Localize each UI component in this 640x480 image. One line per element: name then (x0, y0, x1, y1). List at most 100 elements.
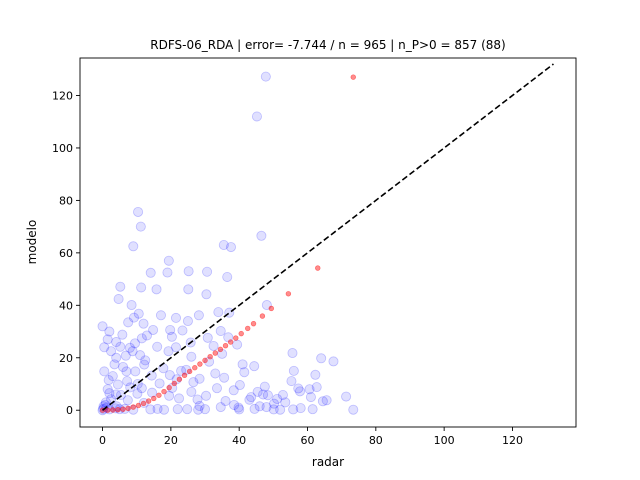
fitted-point-28 (130, 404, 136, 410)
observed-point-136 (154, 378, 165, 389)
observed-point-157 (104, 388, 115, 399)
observed-point-76 (305, 392, 316, 403)
observed-point-103 (252, 386, 263, 397)
fitted-point-13 (207, 354, 213, 360)
fitted-point-19 (176, 376, 183, 382)
observed-point-119 (130, 366, 141, 377)
observed-point-0 (260, 71, 271, 82)
observed-point-74 (294, 386, 305, 397)
fitted-point-26 (140, 400, 147, 407)
observed-point-54 (208, 340, 219, 351)
observed-point-5 (256, 230, 267, 241)
observed-point-101 (286, 376, 297, 387)
fitted-point-23 (156, 392, 162, 398)
observed-point-87 (234, 404, 245, 415)
observed-point-29 (182, 316, 193, 327)
observed-point-163 (210, 368, 221, 379)
observed-point-12 (162, 267, 173, 278)
observed-point-1 (251, 111, 262, 122)
x-tick-label-100: 100 (434, 434, 455, 447)
fitted-point-33 (104, 407, 111, 413)
observed-point-160 (122, 376, 133, 387)
fitted-point-16 (192, 365, 198, 371)
observed-point-2 (133, 206, 144, 217)
observed-point-35 (165, 324, 176, 335)
observed-point-26 (155, 310, 166, 321)
observed-point-75 (304, 384, 315, 395)
observed-point-38 (117, 329, 128, 340)
observed-point-24 (126, 300, 137, 311)
observed-point-89 (193, 404, 204, 415)
observed-point-138 (204, 356, 215, 367)
observed-point-151 (102, 384, 113, 395)
observed-point-140 (110, 389, 121, 400)
x-tick-label-0: 0 (99, 434, 106, 447)
fitted-point-25 (145, 398, 152, 404)
observed-point-45 (111, 337, 122, 348)
y-axis-ticks: 0 20 40 60 80 100 120 (52, 90, 80, 417)
observed-point-126 (194, 401, 205, 412)
fitted-point-9 (227, 339, 234, 345)
observed-point-95 (172, 404, 183, 415)
fitted-point-7 (238, 330, 244, 337)
observed-point-23 (133, 308, 144, 319)
observed-point-100 (310, 369, 321, 380)
observed-point-32 (97, 321, 108, 332)
observed-point-81 (220, 396, 231, 407)
observed-point-83 (275, 404, 286, 415)
fitted-point-0 (350, 74, 356, 80)
observed-point-166 (280, 397, 291, 408)
observed-point-96 (261, 402, 272, 413)
observed-point-67 (288, 365, 299, 376)
observed-point-161 (136, 383, 147, 394)
observed-point-69 (99, 366, 110, 377)
fitted-point-29 (125, 405, 131, 412)
observed-point-145 (125, 382, 136, 393)
observed-point-122 (228, 385, 239, 396)
x-tick-label-60: 60 (301, 434, 315, 447)
fitted-point-3 (268, 305, 274, 312)
observed-point-98 (269, 398, 280, 409)
observed-point-40 (166, 331, 177, 342)
observed-point-120 (164, 370, 175, 381)
observed-point-30 (138, 318, 149, 329)
observed-point-25 (128, 312, 139, 323)
observed-point-11 (145, 267, 156, 278)
observed-point-114 (181, 364, 192, 375)
observed-point-133 (268, 404, 279, 415)
observed-point-50 (115, 341, 126, 352)
y-tick-label-40: 40 (59, 299, 73, 312)
observed-point-20 (222, 271, 233, 282)
observed-point-154 (109, 359, 120, 370)
fitted-point-1 (315, 265, 321, 271)
plot-area-frame (79, 57, 577, 428)
fitted-point-20 (171, 380, 177, 387)
observed-point-162 (186, 386, 197, 397)
observed-point-36 (177, 325, 188, 336)
observed-point-121 (139, 359, 150, 370)
observed-point-14 (136, 282, 147, 293)
observed-point-15 (151, 284, 162, 295)
observed-point-64 (140, 355, 151, 366)
observed-point-70 (121, 366, 132, 377)
y-tick-label-100: 100 (52, 142, 73, 155)
observed-point-61 (135, 350, 146, 361)
observed-point-110 (201, 390, 212, 401)
fitted-point-2 (285, 291, 292, 297)
observed-point-52 (152, 341, 163, 352)
observed-point-41 (102, 334, 113, 345)
observed-point-63 (186, 351, 197, 362)
observed-point-131 (215, 402, 226, 413)
observed-point-43 (202, 332, 213, 343)
observed-point-132 (295, 403, 306, 414)
y-tick-label-60: 60 (59, 247, 73, 260)
fitted-point-4 (259, 313, 266, 319)
observed-point-34 (148, 324, 159, 335)
fitted-point-30 (120, 406, 126, 412)
observed-point-9 (183, 266, 194, 277)
fitted-point-11 (217, 346, 224, 353)
plot-points (97, 71, 359, 416)
observed-point-107 (272, 393, 283, 404)
